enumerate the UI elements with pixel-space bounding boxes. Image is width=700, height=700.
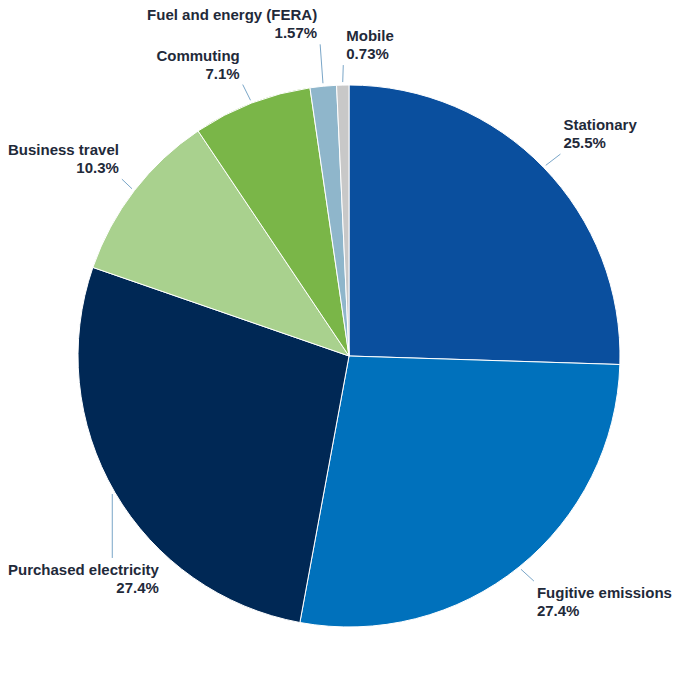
- data-label: Purchased electricity27.4%: [8, 561, 160, 596]
- pie-slice: [310, 85, 349, 356]
- pie-chart: Stationary25.5%Fugitive emissions27.4%Pu…: [0, 0, 700, 700]
- leader-line: [342, 65, 344, 82]
- slices: [78, 85, 620, 627]
- category-label: Purchased electricity: [8, 561, 160, 578]
- pie-slice: [337, 85, 349, 356]
- category-label: Commuting: [156, 47, 239, 64]
- data-label: Commuting7.1%: [156, 47, 239, 82]
- value-label: 27.4%: [116, 579, 159, 596]
- value-label: 0.73%: [346, 45, 389, 62]
- data-label: Fuel and energy (FERA)1.57%: [147, 6, 317, 41]
- data-label: Mobile0.73%: [346, 27, 394, 62]
- leader-line: [122, 179, 132, 189]
- leader-line: [521, 569, 534, 581]
- value-label: 7.1%: [206, 65, 240, 82]
- category-label: Fuel and energy (FERA): [147, 6, 317, 23]
- leader-line: [112, 494, 113, 558]
- value-label: 1.57%: [275, 24, 318, 41]
- value-label: 25.5%: [563, 134, 606, 151]
- category-label: Mobile: [346, 27, 394, 44]
- data-label: Stationary25.5%: [563, 116, 637, 151]
- value-label: 27.4%: [537, 602, 580, 619]
- data-label: Fugitive emissions27.4%: [537, 584, 672, 619]
- category-label: Business travel: [8, 141, 119, 158]
- value-label: 10.3%: [76, 159, 119, 176]
- page: {"chart_data": {"type": "pie", "categori…: [0, 0, 700, 700]
- leader-line: [320, 44, 323, 83]
- category-label: Stationary: [563, 116, 637, 133]
- leader-line: [546, 154, 561, 165]
- category-label: Fugitive emissions: [537, 584, 672, 601]
- data-labels: Stationary25.5%Fugitive emissions27.4%Pu…: [8, 6, 672, 619]
- leader-lines: [112, 44, 560, 581]
- leader-line: [243, 85, 251, 101]
- data-label: Business travel10.3%: [8, 141, 119, 176]
